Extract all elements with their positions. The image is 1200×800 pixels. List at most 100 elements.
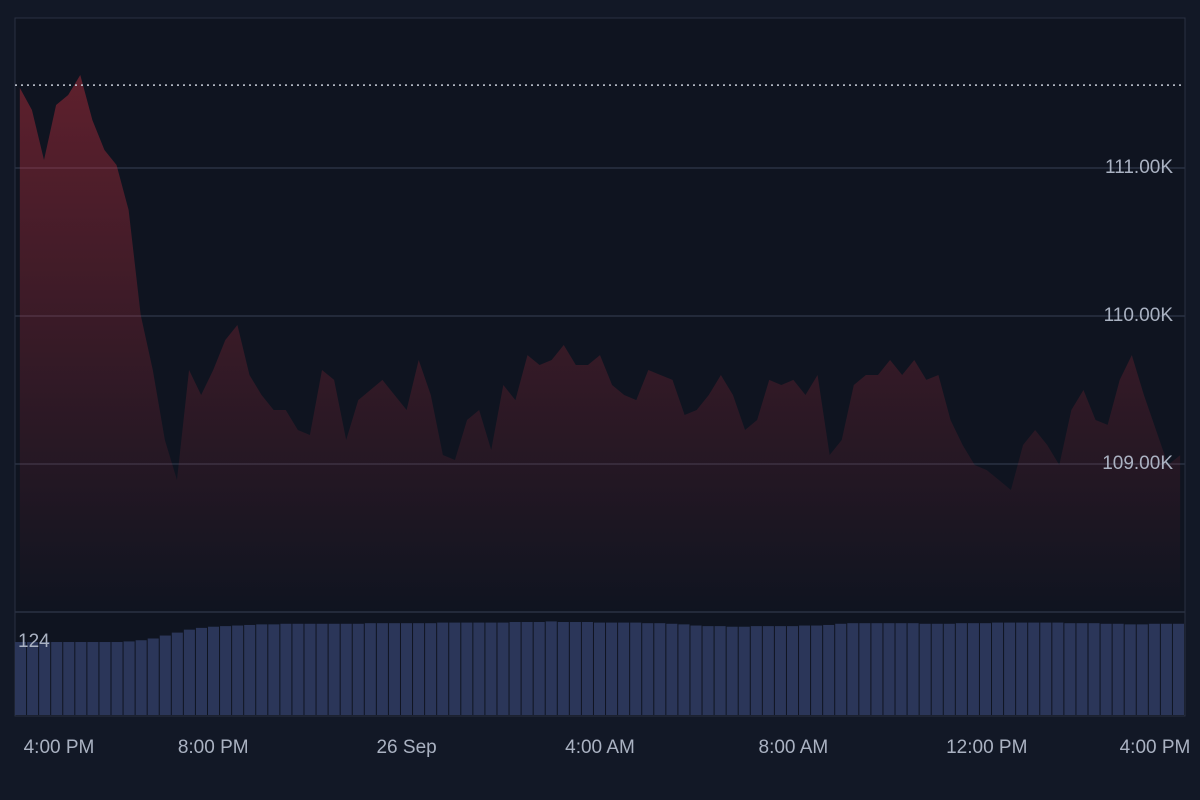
- volume-bar: [99, 642, 111, 715]
- volume-bar: [27, 642, 39, 715]
- volume-bar: [666, 623, 678, 715]
- volume-bar: [292, 623, 304, 715]
- volume-bar: [340, 623, 352, 715]
- volume-bar: [786, 626, 799, 715]
- volume-bar: [63, 642, 75, 715]
- x-tick-label: 8:00 AM: [759, 737, 829, 758]
- volume-bar: [1064, 623, 1076, 715]
- volume-bar: [859, 623, 871, 715]
- volume-bar: [1016, 622, 1028, 715]
- volume-bar: [557, 622, 569, 715]
- volume-bar: [823, 624, 835, 715]
- volume-bar: [654, 623, 666, 715]
- volume-bar: [388, 623, 400, 715]
- volume-bar: [147, 638, 159, 715]
- volume-bar: [955, 623, 967, 715]
- volume-bar: [256, 624, 268, 715]
- x-tick-label: 4:00 PM: [1120, 737, 1191, 758]
- volume-bar: [871, 623, 883, 715]
- volume-bar: [943, 623, 955, 715]
- volume-bar: [1100, 623, 1112, 715]
- price-area: [19, 75, 1181, 612]
- volume-bar: [485, 622, 497, 715]
- x-tick-label: 4:00 PM: [24, 737, 95, 758]
- volume-bar: [135, 640, 147, 715]
- volume-bar: [207, 626, 220, 715]
- volume-bar: [497, 622, 509, 715]
- volume-bar: [1136, 624, 1148, 715]
- volume-bar: [979, 623, 992, 715]
- y-tick-label: 111.00K: [1105, 157, 1173, 178]
- volume-bar: [1040, 622, 1052, 715]
- volume-bar: [159, 635, 171, 715]
- x-tick-label: 4:00 AM: [565, 737, 635, 758]
- volume-bar: [232, 625, 244, 715]
- volume-bar: [304, 623, 316, 715]
- volume-bar: [835, 623, 847, 715]
- volume-bar: [1088, 623, 1100, 715]
- volume-bar: [461, 622, 473, 715]
- volume-bar: [51, 642, 63, 715]
- volume-bar: [774, 626, 786, 715]
- y-tick-label: 110.00K: [1104, 305, 1174, 326]
- volume-bar: [509, 622, 521, 715]
- volume-bar: [1124, 624, 1136, 715]
- volume-bar: [521, 622, 533, 715]
- volume-bar: [1172, 623, 1184, 715]
- volume-bar: [931, 623, 943, 715]
- volume-bar: [268, 624, 280, 715]
- volume-bar: [967, 623, 979, 715]
- volume-bar: [171, 632, 183, 715]
- volume-bar: [39, 642, 51, 715]
- volume-bar: [678, 624, 690, 715]
- volume-bar: [195, 627, 207, 715]
- volume-bar: [907, 623, 919, 715]
- volume-bar: [413, 623, 425, 715]
- volume-bar: [364, 623, 376, 715]
- volume-bar: [316, 623, 328, 715]
- volume-bar: [1160, 623, 1172, 715]
- volume-bar: [473, 622, 485, 715]
- volume-bar: [75, 642, 87, 715]
- volume-bar: [123, 641, 135, 715]
- volume-bar: [883, 623, 895, 715]
- volume-bar: [280, 623, 292, 715]
- volume-bar: [425, 623, 437, 715]
- volume-bar: [569, 622, 581, 715]
- volume-bar: [87, 642, 99, 715]
- volume-bar: [630, 622, 642, 715]
- volume-bar: [593, 622, 606, 715]
- volume-bar: [992, 622, 1004, 715]
- volume-bar: [762, 626, 774, 715]
- volume-bar: [15, 642, 27, 715]
- volume-bar: [690, 625, 702, 715]
- x-tick-label: 26 Sep: [376, 737, 436, 758]
- volume-bar: [449, 622, 461, 715]
- volume-bar: [799, 625, 811, 715]
- volume-bar: [376, 623, 388, 715]
- volume-bar: [244, 624, 256, 715]
- volume-bar: [400, 623, 413, 715]
- volume-bar: [606, 622, 618, 715]
- volume-bar: [702, 626, 714, 715]
- volume-bar: [895, 623, 907, 715]
- volume-bar: [919, 623, 931, 715]
- volume-bar: [328, 623, 340, 715]
- volume-bar: [750, 626, 762, 715]
- volume-bar: [1148, 623, 1160, 715]
- volume-bar: [1004, 622, 1016, 715]
- volume-bar: [847, 623, 859, 715]
- volume-bar: [183, 629, 195, 715]
- volume-bar: [618, 622, 630, 715]
- volume-bar: [1112, 623, 1124, 715]
- volume-label: 124: [18, 631, 50, 652]
- volume-bar: [545, 621, 557, 715]
- volume-bar: [352, 623, 364, 715]
- volume-bar: [738, 626, 750, 715]
- volume-bar: [437, 622, 449, 715]
- volume-bar: [642, 623, 654, 715]
- volume-bar: [1076, 623, 1088, 715]
- volume-bar: [1028, 622, 1040, 715]
